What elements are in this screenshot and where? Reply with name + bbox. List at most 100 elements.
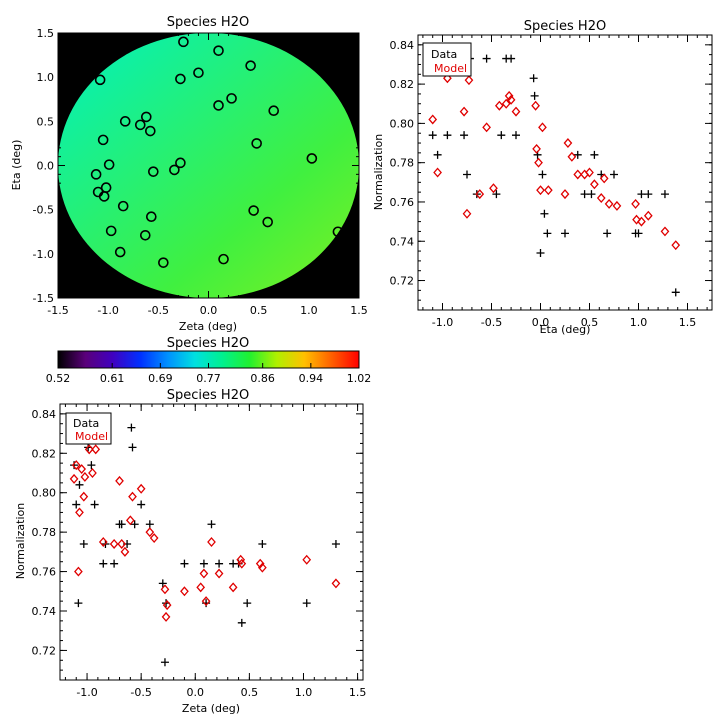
- eta-data-point: [610, 170, 618, 179]
- colorbar-tick-label: 0.61: [100, 372, 125, 385]
- eta-model-point: [660, 226, 670, 237]
- eta-model-point: [671, 240, 681, 251]
- eta-legend-box: [422, 42, 472, 77]
- zeta-data-point: [207, 520, 216, 529]
- heatmap-marker: [117, 200, 129, 212]
- zeta-model-point: [160, 584, 170, 595]
- eta-model-point: [637, 216, 646, 227]
- zeta-data-point: [75, 480, 84, 489]
- zeta-scatter-x-tick-label: -1.0: [76, 686, 97, 699]
- eta-model-point: [536, 185, 545, 196]
- eta-legend-model: Model: [434, 62, 467, 75]
- zeta-model-point: [136, 483, 146, 494]
- heatmap-marker: [114, 246, 126, 258]
- eta-data-point: [443, 131, 452, 140]
- eta-model-point: [459, 106, 469, 117]
- heatmap-marker: [139, 229, 151, 241]
- heatmap-marker: [175, 73, 186, 85]
- eta-model-point: [506, 94, 516, 105]
- heatmap-marker: [178, 36, 189, 48]
- eta-data-point: [460, 131, 469, 140]
- eta-data-point: [671, 288, 680, 297]
- eta-data-point: [497, 131, 506, 140]
- eta-model-point: [443, 73, 452, 84]
- zeta-data-point: [243, 599, 252, 608]
- eta-model-point: [632, 214, 641, 225]
- zeta-model-point: [125, 515, 135, 526]
- colorbar-ticks: 0.52 0.61 0.69 0.77 0.86 0.94 1.02: [46, 363, 372, 385]
- heatmap-x-tick-label: 0.0: [200, 304, 218, 317]
- heatmap-marker: [158, 257, 169, 268]
- eta-model-point: [504, 90, 514, 101]
- zeta-scatter-y-label: Normalization: [14, 503, 27, 579]
- eta-scatter-x-tick-label: 1.5: [679, 316, 697, 329]
- zeta-scatter-legend: Data Model: [65, 412, 112, 445]
- zeta-data-point: [127, 423, 136, 432]
- zeta-data-point: [237, 618, 246, 627]
- eta-data-point: [530, 91, 539, 100]
- eta-scatter-y-tick-label: 0.84: [390, 39, 415, 52]
- heatmap-marker: [134, 119, 146, 131]
- zeta-data-point: [70, 461, 79, 470]
- zeta-scatter-y-ticks: 0.72 0.74 0.76 0.78 0.80 0.82 0.84: [32, 403, 363, 681]
- zeta-model-point: [228, 582, 238, 593]
- zeta-model-point: [255, 558, 265, 569]
- eta-data-point: [580, 190, 589, 199]
- eta-data-point: [644, 190, 653, 199]
- colorbar: Species H2O 0.52 0.61 0.69 0.77 0.86 0.94 1.02: [46, 336, 372, 385]
- zeta-model-point: [77, 464, 87, 475]
- zeta-scatter-panel: Species H2O -1.0 -0.5 0.0 0.5 1.0 1.5 0.720.7…: [14, 388, 366, 715]
- eta-scatter-x-tick-label: 0.5: [581, 316, 599, 329]
- eta-model-point: [560, 189, 570, 200]
- zeta-model-point: [302, 554, 312, 565]
- zeta-data-point: [90, 500, 99, 509]
- heatmap-x-tick-label: -0.5: [148, 304, 169, 317]
- heatmap-marker: [119, 116, 131, 127]
- heatmap-marker: [262, 216, 273, 228]
- heatmap-field: [58, 33, 359, 298]
- heatmap-marker: [94, 74, 106, 86]
- zeta-model-point: [115, 475, 124, 486]
- zeta-data-point: [123, 539, 132, 548]
- zeta-scatter-y-tick-label: 0.84: [32, 408, 57, 421]
- colorbar-tick-label: 0.69: [148, 372, 173, 385]
- eta-model-point: [531, 100, 540, 111]
- zeta-scatter-x-label: Zeta (deg): [182, 702, 240, 715]
- zeta-scatter-x-tick-label: 0.0: [187, 686, 205, 699]
- heatmap-y-tick-label: -0.5: [33, 204, 54, 217]
- colorbar-tick-label: 1.02: [347, 372, 372, 385]
- heatmap-marker: [251, 138, 262, 149]
- colorbar-tick-label: 0.77: [196, 372, 221, 385]
- eta-data-point: [428, 131, 437, 140]
- zeta-scatter-x-tick-label: 1.0: [295, 686, 313, 699]
- eta-model-point: [462, 208, 472, 219]
- eta-model-point: [538, 122, 547, 133]
- zeta-data-point: [130, 520, 139, 529]
- heatmap-markers: [90, 36, 344, 268]
- heatmap-marker: [146, 211, 157, 223]
- eta-data-point: [603, 229, 612, 238]
- eta-model-point: [489, 183, 498, 194]
- zeta-model-point: [196, 582, 206, 593]
- eta-scatter-y-tick-label: 0.74: [390, 235, 415, 248]
- eta-scatter-y-tick-label: 0.80: [390, 117, 415, 130]
- zeta-scatter-y-tick-label: 0.72: [32, 644, 57, 657]
- heatmap-title: Species H2O: [167, 15, 249, 30]
- eta-scatter-title: Species H2O: [524, 19, 606, 34]
- zeta-scatter-x-tick-label: 1.5: [349, 686, 367, 699]
- zeta-data-point: [99, 559, 108, 568]
- eta-scatter-x-ticks: -1.0 -0.5 0.0 0.5 1.0 1.5: [422, 35, 708, 329]
- zeta-scatter-x-tick-label: -0.5: [130, 686, 151, 699]
- zeta-model-point: [207, 537, 216, 547]
- heatmap-y-label: Eta (deg): [10, 140, 23, 191]
- colorbar-tick-label: 0.86: [250, 372, 275, 385]
- zeta-model-point: [128, 491, 137, 502]
- zeta-data-point: [331, 539, 340, 548]
- heatmap-y-ticks: -1.5 -1.0 -0.5 0.0 0.5 1.0 1.5: [33, 27, 359, 305]
- eta-model-point: [604, 198, 614, 209]
- zeta-data-point: [180, 559, 189, 568]
- zeta-legend-data: Data: [73, 417, 99, 430]
- eta-model-point: [511, 106, 521, 117]
- eta-model-point: [494, 100, 504, 111]
